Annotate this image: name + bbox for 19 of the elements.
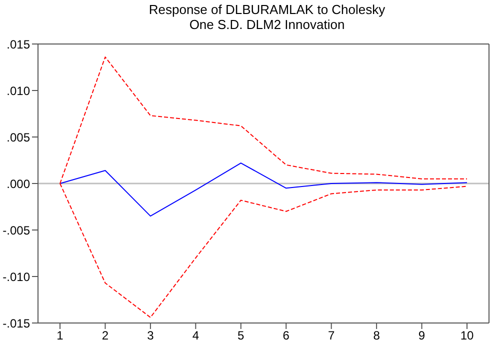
x-tick-label: 8 xyxy=(373,328,380,343)
x-tick-label: 10 xyxy=(460,328,474,343)
x-tick-label: 5 xyxy=(238,328,245,343)
y-tick-label: -.005 xyxy=(2,223,30,238)
y-tick-label: .015 xyxy=(6,37,30,52)
x-tick-label: 2 xyxy=(102,328,109,343)
y-tick-label: -.015 xyxy=(2,316,30,330)
x-tick-label: 6 xyxy=(282,328,290,343)
y-tick-label: .005 xyxy=(6,130,30,144)
x-tick-label: 7 xyxy=(328,328,335,343)
y-tick-label: -.010 xyxy=(2,270,30,284)
chart-title: Response of DLBURAMLAK to Cholesky One S.D. DLM2 Innovation xyxy=(148,2,386,32)
x-tick-label: 1 xyxy=(56,328,64,343)
x-tick-label: 3 xyxy=(147,328,154,343)
x-tick-label: 9 xyxy=(418,328,426,343)
line-series xyxy=(60,162,468,217)
y-tick-label: .000 xyxy=(6,176,30,191)
y-tick-label: .010 xyxy=(6,84,30,98)
x-tick-label: 4 xyxy=(192,328,200,343)
